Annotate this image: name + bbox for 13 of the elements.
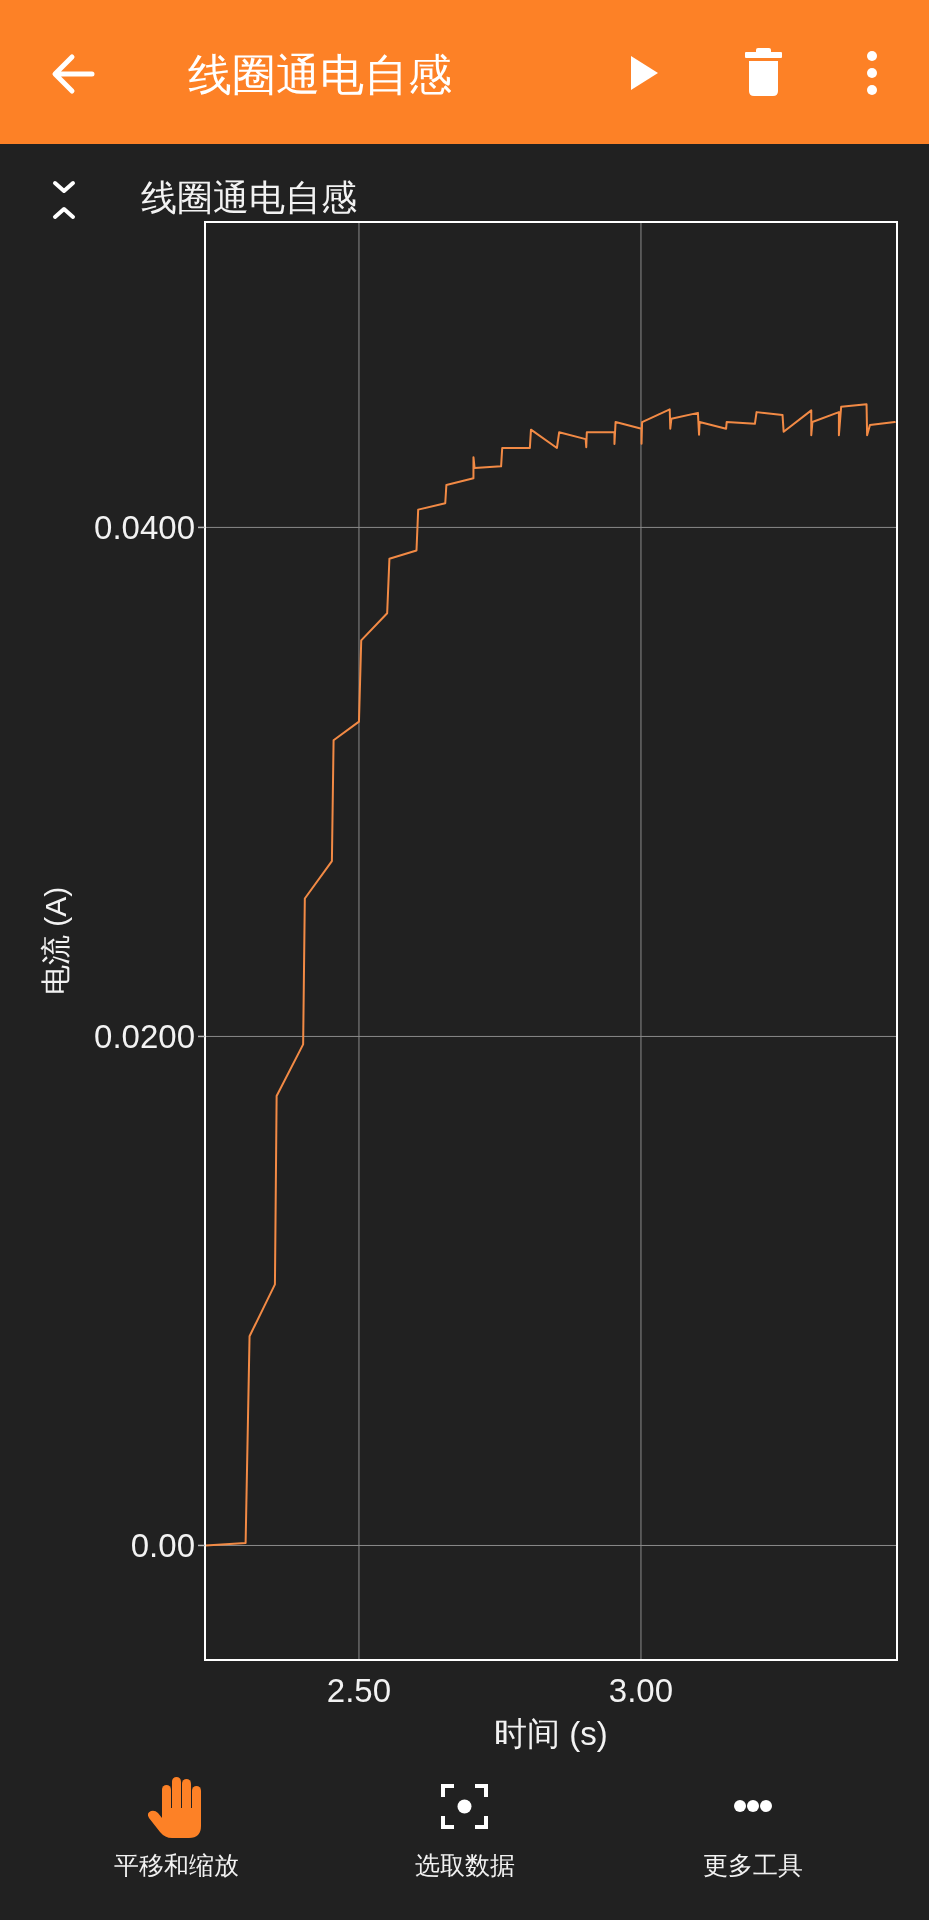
chart-title: 线圈通电自感 bbox=[141, 176, 357, 218]
text: 更多工具 bbox=[703, 1851, 803, 1879]
text: 平移和缩放 bbox=[113, 1851, 239, 1879]
line-series bbox=[205, 403, 896, 1547]
text: 选取数据 bbox=[414, 1851, 515, 1879]
x-axis-title: 时间 (s) bbox=[494, 1714, 608, 1752]
x-tick-label: 2.50 bbox=[326, 1671, 392, 1709]
x-tick-label: 3.00 bbox=[608, 1671, 674, 1709]
y-tick-label: 0.0400 bbox=[94, 508, 195, 546]
y-tick-label: 0.00 bbox=[130, 1526, 195, 1564]
y-tick-label: 0.0200 bbox=[94, 1017, 195, 1055]
y-axis-title: 电流 (A) bbox=[38, 886, 72, 996]
text: 线圈通电自感 bbox=[188, 49, 452, 99]
